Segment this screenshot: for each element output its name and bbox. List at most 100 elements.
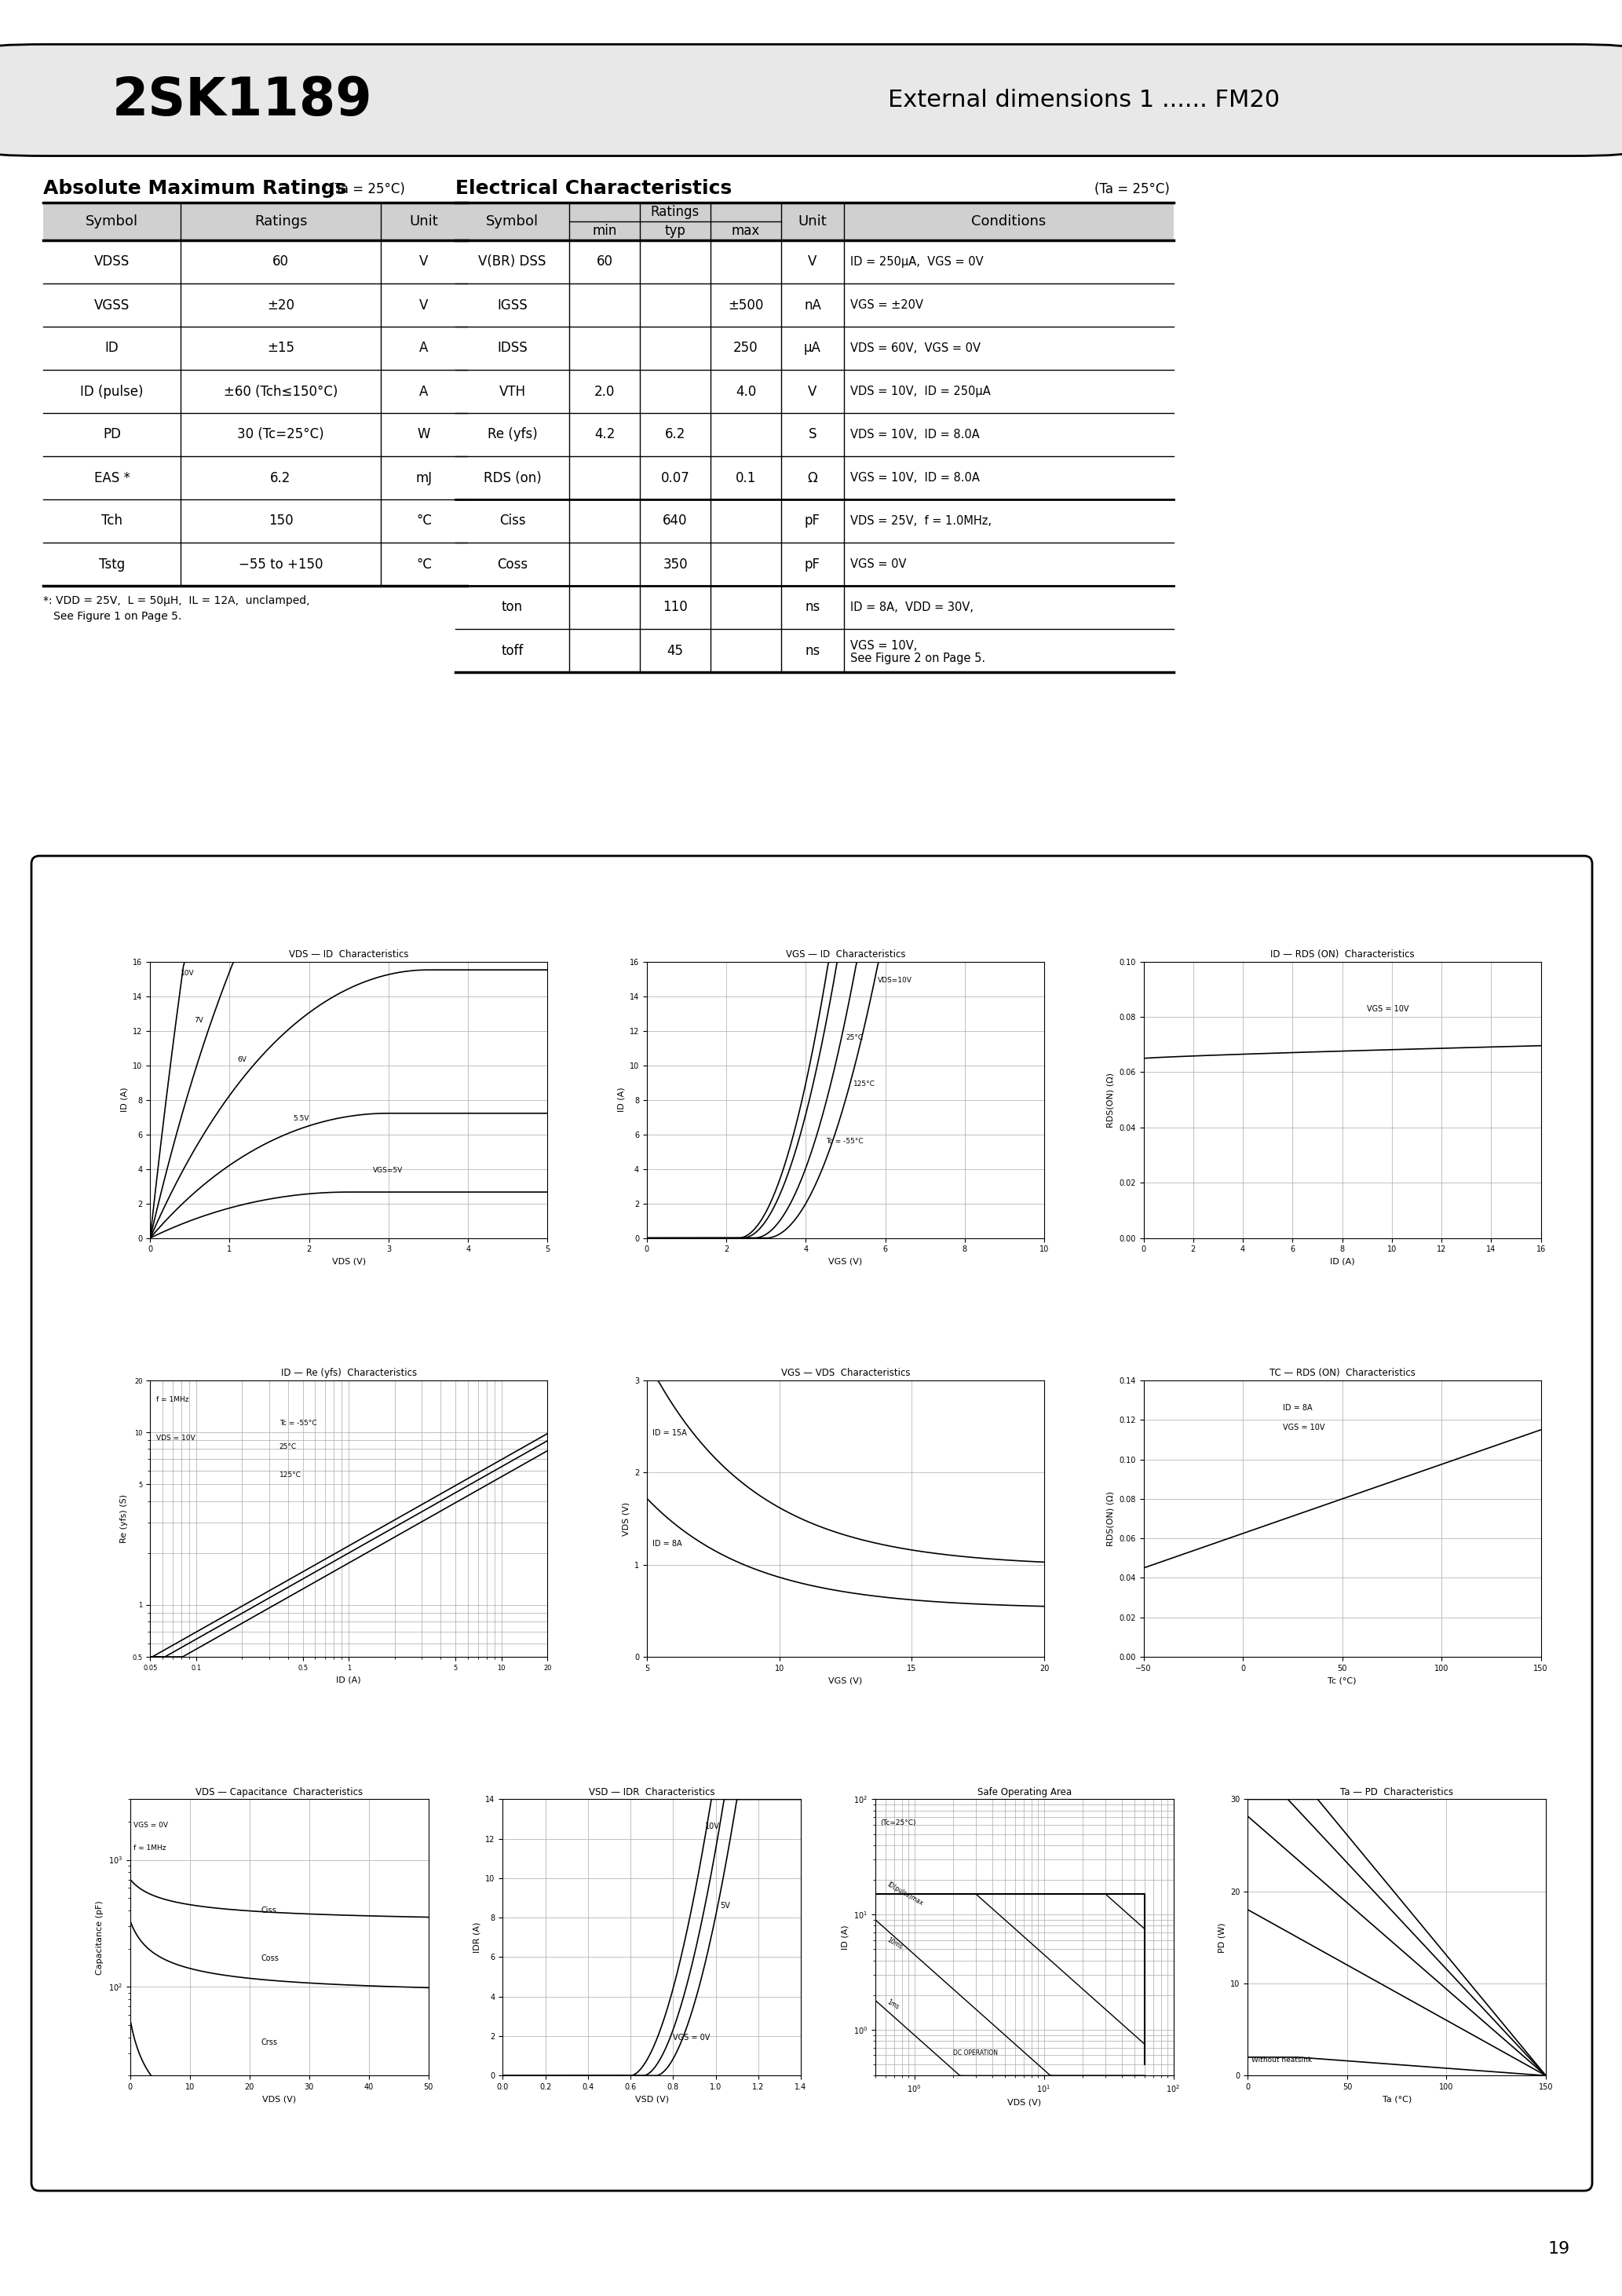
- Text: 45: 45: [667, 643, 683, 657]
- Text: VDSS: VDSS: [94, 255, 130, 269]
- Text: 4.2: 4.2: [594, 427, 615, 441]
- Text: nA: nA: [805, 298, 821, 312]
- Text: VDS = 10V: VDS = 10V: [156, 1435, 195, 1442]
- X-axis label: VSD (V): VSD (V): [634, 2096, 668, 2103]
- Text: ID(pulse)max: ID(pulse)max: [886, 1880, 925, 1908]
- Text: Conditions: Conditions: [972, 214, 1046, 230]
- Text: 25°C: 25°C: [279, 1444, 297, 1451]
- X-axis label: VGS (V): VGS (V): [829, 1676, 863, 1685]
- Text: See Figure 2 on Page 5.: See Figure 2 on Page 5.: [850, 652, 986, 664]
- Text: −55 to +150: −55 to +150: [238, 558, 323, 572]
- Title: ID — RDS (ON)  Characteristics: ID — RDS (ON) Characteristics: [1270, 951, 1414, 960]
- Text: 10V: 10V: [706, 1823, 720, 1830]
- Text: ID = 15A: ID = 15A: [652, 1430, 686, 1437]
- Text: IGSS: IGSS: [496, 298, 527, 312]
- Text: Electrical Characteristics: Electrical Characteristics: [456, 179, 732, 197]
- Text: 2.0: 2.0: [594, 383, 615, 400]
- X-axis label: Ta (°C): Ta (°C): [1382, 2096, 1411, 2103]
- Title: TC — RDS (ON)  Characteristics: TC — RDS (ON) Characteristics: [1270, 1368, 1414, 1378]
- Bar: [456, 202, 1174, 241]
- Text: VGS = 10V,  ID = 8.0A: VGS = 10V, ID = 8.0A: [850, 473, 980, 484]
- Text: Symbol: Symbol: [86, 214, 138, 230]
- Text: Ciss: Ciss: [261, 1908, 277, 1915]
- Text: V: V: [808, 383, 817, 400]
- Text: Tstg: Tstg: [99, 558, 125, 572]
- Text: °C: °C: [417, 558, 431, 572]
- X-axis label: VDS (V): VDS (V): [333, 1258, 365, 1265]
- X-axis label: VGS (V): VGS (V): [829, 1258, 863, 1265]
- Text: 6.2: 6.2: [665, 427, 686, 441]
- Text: 30 (Tc=25°C): 30 (Tc=25°C): [237, 427, 324, 441]
- Title: VDS — ID  Characteristics: VDS — ID Characteristics: [289, 951, 409, 960]
- Text: 7V: 7V: [195, 1017, 203, 1024]
- Text: PD: PD: [102, 427, 122, 441]
- Text: ±20: ±20: [268, 298, 295, 312]
- Text: VGS = 0V: VGS = 0V: [133, 1823, 167, 1830]
- Text: Absolute Maximum Ratings: Absolute Maximum Ratings: [44, 179, 347, 197]
- X-axis label: VDS (V): VDS (V): [263, 2096, 297, 2103]
- Text: 60: 60: [272, 255, 289, 269]
- Text: ±60 (Tch≤150°C): ±60 (Tch≤150°C): [224, 383, 337, 400]
- Text: Without heatsink: Without heatsink: [1252, 2057, 1312, 2064]
- Title: VDS — Capacitance  Characteristics: VDS — Capacitance Characteristics: [196, 1786, 363, 1798]
- Title: VSD — IDR  Characteristics: VSD — IDR Characteristics: [589, 1786, 715, 1798]
- Text: ID: ID: [105, 342, 118, 356]
- Text: VGS = 0V: VGS = 0V: [673, 2034, 710, 2041]
- Y-axis label: RDS(ON) (Ω): RDS(ON) (Ω): [1106, 1072, 1114, 1127]
- Text: Ratings: Ratings: [255, 214, 307, 230]
- Text: VGS = 10V,: VGS = 10V,: [850, 641, 918, 652]
- Text: ns: ns: [805, 643, 821, 657]
- Text: *: VDD = 25V,  L = 50μH,  IL = 12A,  unclamped,: *: VDD = 25V, L = 50μH, IL = 12A, unclam…: [44, 595, 310, 606]
- Text: VDS=10V: VDS=10V: [878, 976, 912, 985]
- Text: ID = 8A,  VDD = 30V,: ID = 8A, VDD = 30V,: [850, 602, 973, 613]
- Text: pF: pF: [805, 558, 821, 572]
- Text: 640: 640: [663, 514, 688, 528]
- Text: ID = 8A: ID = 8A: [652, 1541, 681, 1548]
- Text: 250: 250: [733, 342, 757, 356]
- Text: Tc = -55°C: Tc = -55°C: [826, 1137, 863, 1146]
- Y-axis label: Re (yfs) (S): Re (yfs) (S): [120, 1495, 128, 1543]
- Text: W: W: [417, 427, 430, 441]
- Text: RDS (on): RDS (on): [483, 471, 542, 484]
- Text: f = 1MHz: f = 1MHz: [133, 1844, 165, 1851]
- Text: ID = 250μA,  VGS = 0V: ID = 250μA, VGS = 0V: [850, 255, 983, 269]
- Text: ID (pulse): ID (pulse): [79, 383, 143, 400]
- Title: Safe Operating Area: Safe Operating Area: [976, 1786, 1072, 1798]
- Text: 350: 350: [663, 558, 688, 572]
- Text: 19: 19: [1547, 2241, 1570, 2257]
- Text: VGS = ±20V: VGS = ±20V: [850, 298, 923, 310]
- Text: IDSS: IDSS: [496, 342, 527, 356]
- Text: VGS = 0V: VGS = 0V: [850, 558, 907, 569]
- Text: VDS = 25V,  f = 1.0MHz,: VDS = 25V, f = 1.0MHz,: [850, 514, 991, 526]
- Text: Tc = -55°C: Tc = -55°C: [279, 1419, 316, 1426]
- X-axis label: VDS (V): VDS (V): [1007, 2099, 1041, 2105]
- Text: ns: ns: [805, 599, 821, 615]
- Text: Coss: Coss: [261, 1954, 279, 1963]
- X-axis label: ID (A): ID (A): [336, 1676, 362, 1683]
- Y-axis label: RDS(ON) (Ω): RDS(ON) (Ω): [1106, 1490, 1114, 1545]
- Text: 25°C: 25°C: [845, 1033, 863, 1040]
- Text: 5V: 5V: [720, 1901, 730, 1910]
- Text: ±15: ±15: [268, 342, 295, 356]
- X-axis label: ID (A): ID (A): [1330, 1258, 1354, 1265]
- Text: 1ms: 1ms: [886, 1998, 900, 2011]
- Text: 5.5V: 5.5V: [294, 1116, 310, 1123]
- Text: 6V: 6V: [237, 1056, 247, 1063]
- Text: 110: 110: [663, 599, 688, 615]
- Text: f = 1MHz: f = 1MHz: [156, 1396, 190, 1403]
- Text: min: min: [592, 223, 616, 239]
- Text: Crss: Crss: [261, 2039, 277, 2046]
- Text: DC OPERATION: DC OPERATION: [954, 2050, 998, 2057]
- Text: μA: μA: [805, 342, 821, 356]
- Text: 6.2: 6.2: [271, 471, 290, 484]
- Text: Unit: Unit: [798, 214, 827, 230]
- Text: VGSS: VGSS: [94, 298, 130, 312]
- Y-axis label: ID (A): ID (A): [120, 1088, 128, 1111]
- Text: (Ta = 25°C): (Ta = 25°C): [1095, 181, 1169, 195]
- Text: VGS = 10V: VGS = 10V: [1283, 1424, 1325, 1430]
- FancyBboxPatch shape: [0, 44, 1622, 156]
- Text: Tch: Tch: [101, 514, 123, 528]
- Text: VGS = 10V: VGS = 10V: [1367, 1006, 1410, 1013]
- Text: Ciss: Ciss: [500, 514, 526, 528]
- Text: 10ms: 10ms: [886, 1936, 903, 1952]
